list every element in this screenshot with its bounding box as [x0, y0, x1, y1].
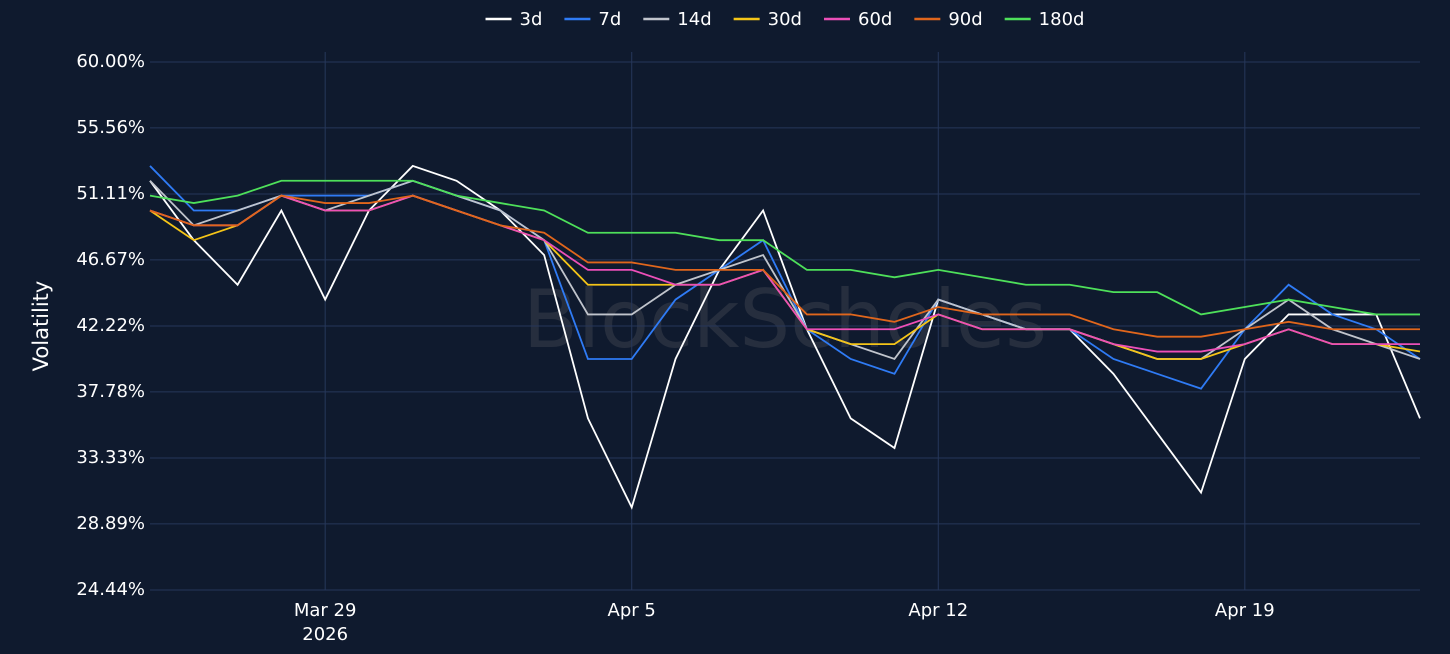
legend-label: 60d: [858, 9, 892, 30]
series-line: [149, 165, 1421, 390]
legend: 3d 7d 14d 30d 60d 90d 180d: [485, 9, 1085, 30]
y-tick-label: 42.22%: [76, 315, 145, 336]
legend-label: 3d: [520, 9, 543, 30]
x-tick-label: Apr 5: [607, 600, 656, 621]
x-tick-label: Mar 29 2026: [293, 600, 357, 645]
y-tick-label: 51.11%: [76, 183, 145, 204]
y-tick-label: 60.00%: [76, 51, 145, 72]
legend-label: 7d: [598, 9, 621, 30]
grid: [150, 52, 1420, 591]
y-tick-label: 28.89%: [76, 513, 145, 534]
y-tick-label: 46.67%: [76, 249, 145, 270]
legend-label: 180d: [1039, 9, 1085, 30]
legend-label: 30d: [768, 9, 802, 30]
x-tick-label: Apr 19: [1214, 600, 1275, 621]
series-line: [149, 194, 1420, 338]
y-tick-label: 55.56%: [76, 117, 145, 138]
y-tick-label: 24.44%: [76, 579, 145, 600]
y-tick-label: 37.78%: [76, 381, 145, 402]
x-tick-label: Apr 12: [908, 600, 969, 621]
y-axis-label: Volatility: [29, 281, 53, 372]
series-line: [149, 179, 1420, 316]
series-line: [149, 164, 1421, 510]
y-tick-label: 33.33%: [76, 447, 145, 468]
series-line: [149, 194, 1420, 353]
legend-label: 14d: [677, 9, 711, 30]
legend-label: 90d: [948, 9, 982, 30]
watermark: BlockScholes: [523, 273, 1047, 366]
